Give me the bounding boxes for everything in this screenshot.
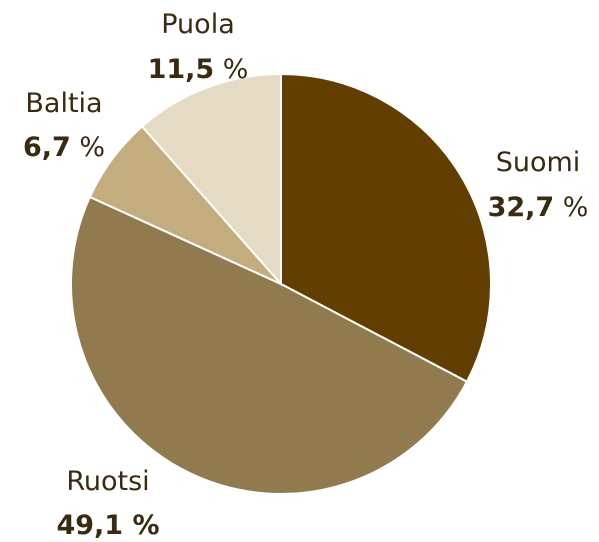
slice-value-unit: %: [71, 132, 105, 163]
slice-label-ruotsi: Ruotsi: [66, 466, 149, 497]
slice-value-number: 6,7: [23, 132, 71, 163]
slice-label-puola: Puola: [161, 9, 235, 40]
slice-value-number: 11,5: [148, 54, 215, 85]
slice-value-number: 32,7: [488, 192, 555, 223]
pie-slices: [70, 72, 492, 495]
slice-value-puola: 11,5 %: [148, 54, 249, 85]
pie-slice-puola: [140, 72, 282, 287]
slice-value-unit: %: [554, 192, 588, 223]
slice-value-number: 49,1: [56, 510, 123, 541]
slice-label-suomi: Suomi: [496, 147, 581, 178]
pie-labels: Suomi 32,7 % Ruotsi 49,1 % Baltia 6,7 % Puola 1…: [23, 9, 588, 541]
pie-slice-suomi: [280, 72, 492, 384]
slice-value-baltia: 6,7 %: [23, 132, 105, 163]
slice-value-unit: %: [214, 54, 248, 85]
slice-value-unit: %: [123, 510, 159, 541]
slice-label-baltia: Baltia: [25, 88, 102, 119]
slice-value-ruotsi: 49,1 %: [56, 510, 159, 541]
pie-slice-ruotsi: [70, 195, 469, 495]
slice-value-suomi: 32,7 %: [488, 192, 589, 223]
